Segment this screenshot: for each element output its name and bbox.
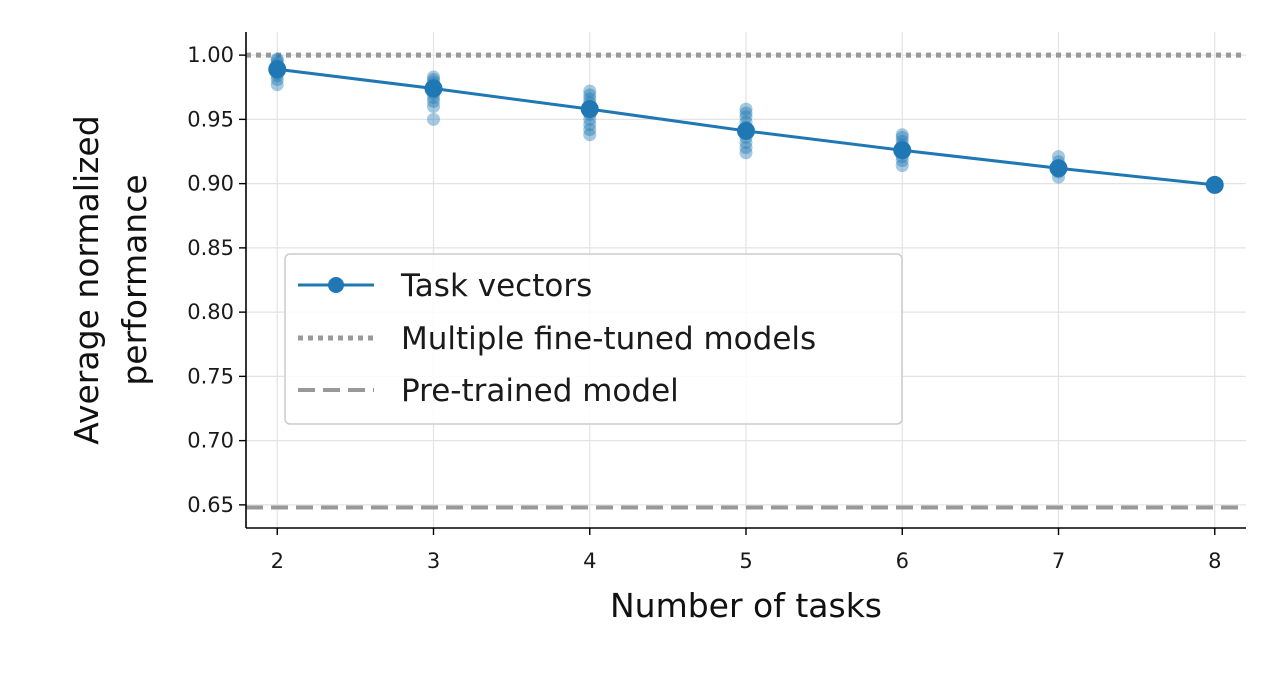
subset-point (583, 118, 597, 132)
x-ticks: 2 3 4 5 6 7 8 (271, 528, 1221, 573)
subset-point (739, 102, 753, 116)
x-tick-label: 5 (739, 549, 752, 573)
legend-label-pretrained: Pre-trained model (401, 373, 679, 409)
legend: Task vectors Multiple fine-tuned models … (284, 253, 903, 425)
series-point-task-vectors (268, 60, 287, 79)
legend-swatch-task-vectors-marker (328, 277, 344, 293)
subset-point (427, 100, 440, 114)
x-tick-label: 3 (427, 549, 440, 573)
legend-label-task-vectors: Task vectors (400, 268, 592, 304)
y-axis-title-line-1: Average normalized (67, 115, 106, 444)
reference-lines (246, 52, 1246, 510)
x-tick-label: 6 (896, 549, 909, 573)
x-tick-label: 2 (271, 549, 284, 573)
subset-point (895, 130, 909, 144)
subset-point (739, 110, 753, 124)
legend-label-fine-tuned: Multiple fine-tuned models (401, 321, 816, 357)
y-ticks: 0.65 0.70 0.75 0.80 0.85 0.90 0.95 1.00 (187, 43, 246, 517)
series-point-task-vectors (580, 100, 599, 119)
y-axis-title-line-2: performance (115, 174, 154, 385)
series-point-task-vectors (893, 141, 912, 160)
subset-point (427, 112, 440, 126)
subset-point (583, 84, 597, 98)
y-tick-label: 0.65 (187, 493, 234, 517)
x-tick-label: 4 (583, 549, 596, 573)
series-point-task-vectors (737, 121, 755, 140)
y-tick-label: 0.95 (187, 107, 234, 131)
series-point-task-vectors (1205, 175, 1224, 194)
subset-point (739, 141, 753, 155)
y-tick-label: 1.00 (187, 43, 234, 67)
series-point-task-vectors (424, 79, 443, 98)
x-tick-label: 7 (1052, 549, 1065, 573)
subset-point (583, 123, 597, 137)
subset-point (270, 78, 284, 92)
y-tick-label: 0.80 (187, 300, 234, 324)
series (268, 60, 1224, 194)
subset-point (739, 106, 753, 120)
y-tick-label: 0.90 (187, 172, 234, 196)
subset-point (583, 88, 597, 102)
y-tick-label: 0.75 (187, 364, 234, 388)
x-axis-title: Number of tasks (610, 586, 882, 625)
subset-point (427, 94, 440, 108)
subset-point (895, 159, 909, 173)
subset-point (895, 128, 909, 142)
y-tick-label: 0.85 (187, 236, 234, 260)
legend-box (284, 253, 903, 425)
x-tick-label: 8 (1208, 549, 1221, 573)
subset-point (583, 128, 597, 142)
subset-point (739, 146, 753, 160)
series-point-task-vectors (1049, 159, 1068, 178)
y-tick-label: 0.70 (187, 429, 234, 453)
